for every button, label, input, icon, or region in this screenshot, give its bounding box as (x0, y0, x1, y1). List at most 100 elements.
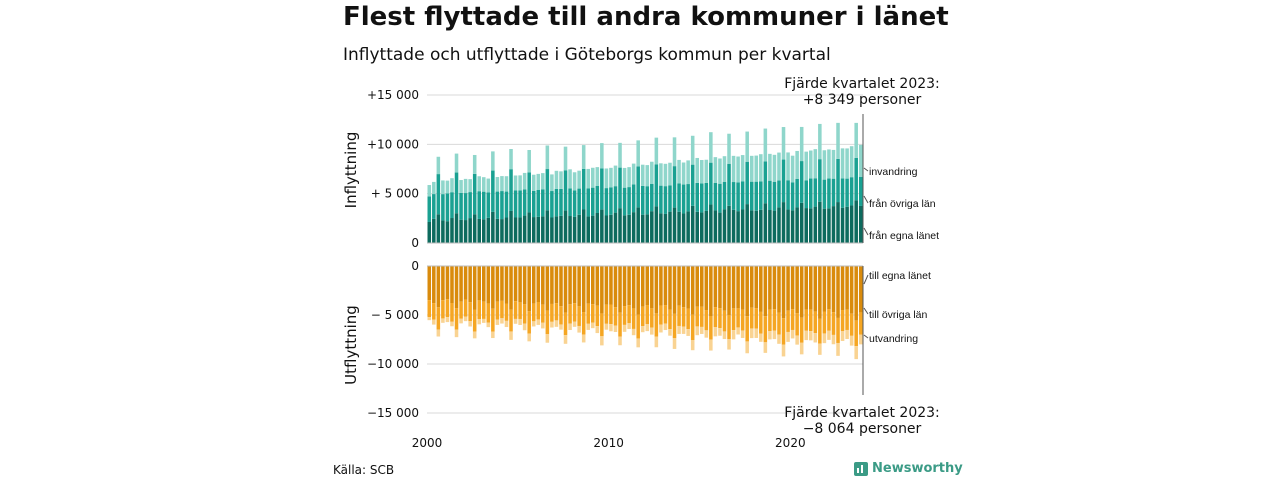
bar-out-segment (541, 266, 545, 305)
bar-in-segment (450, 218, 454, 243)
bar-in-segment (450, 178, 454, 193)
bar-out-segment (622, 324, 627, 332)
bar-out-segment (836, 266, 840, 318)
bar-out-segment (749, 328, 754, 339)
bar-in-segment (509, 149, 513, 170)
axes-layer: 0 + 5 000 +10 000 +15 000 0 − 5 000 −10 000 −15… (367, 88, 869, 450)
bar-in-segment (618, 167, 622, 209)
bar-in-segment (531, 174, 536, 191)
xtick-label: 2020 (775, 436, 806, 450)
bar-out-segment (640, 306, 645, 327)
annotation-in-line2: +8 349 personer (803, 92, 922, 108)
bar-in-segment (858, 205, 863, 243)
series-label-leader (863, 167, 869, 172)
bar-in-segment (809, 208, 813, 243)
bar-out-segment (686, 266, 690, 309)
bar-out-segment (804, 309, 808, 331)
bar-out-segment (577, 306, 581, 326)
bar-out-segment (809, 309, 813, 332)
bar-out-segment (559, 324, 563, 330)
bar-in-segment (563, 146, 568, 171)
bar-in-segment (445, 221, 450, 243)
bar-in-segment (686, 184, 690, 212)
bar-out-segment (618, 266, 622, 313)
bar-in-segment (604, 215, 609, 243)
bar-in-segment (459, 180, 463, 193)
bar-out-segment (827, 309, 831, 331)
bar-in-segment (727, 205, 731, 243)
bar-out-segment (486, 266, 491, 304)
bar-in-segment (531, 190, 536, 218)
bar-out-segment (604, 323, 609, 330)
bar-in-segment (609, 167, 613, 188)
bar-in-segment (722, 181, 727, 210)
bar-in-segment (745, 131, 749, 162)
bar-out-segment (836, 317, 840, 343)
bar-out-segment (772, 309, 777, 331)
bar-out-segment (795, 266, 799, 314)
bar-in-segment (704, 159, 709, 183)
bar-out-segment (731, 266, 736, 309)
bar-in-segment (613, 212, 618, 243)
bar-out-segment (441, 318, 445, 323)
series-label-leader (863, 274, 869, 285)
bar-in-segment (663, 163, 668, 187)
bar-in-segment (436, 174, 441, 215)
bar-in-segment (581, 209, 586, 243)
bar-in-segment (636, 166, 640, 208)
series-label-leader (863, 334, 869, 339)
bar-in-segment (736, 182, 740, 212)
bar-out-segment (445, 266, 450, 300)
bar-out-segment (495, 266, 500, 302)
bar-in-segment (659, 185, 663, 214)
bar-in-segment (518, 217, 522, 243)
bar-out-segment (482, 318, 486, 323)
bar-out-segment (722, 331, 727, 340)
bar-in-segment (640, 185, 645, 215)
bar-in-segment (836, 202, 840, 243)
bar-in-segment (581, 168, 586, 210)
bar-in-segment (768, 180, 772, 211)
bar-out-segment (659, 305, 663, 325)
bar-out-segment (759, 333, 763, 342)
bar-out-segment (822, 266, 827, 312)
bar-out-segment (854, 346, 858, 360)
bar-in-segment (681, 184, 686, 214)
bar-out-segment (586, 323, 590, 330)
bar-in-segment (531, 217, 536, 243)
bar-in-segment (749, 210, 754, 243)
bar-in-segment (727, 163, 731, 206)
bar-out-segment (572, 266, 577, 304)
bar-in-segment (491, 211, 495, 243)
bar-out-segment (609, 266, 613, 305)
label-till-egna-lanet: till egna länet (869, 270, 931, 282)
bar-out-segment (450, 266, 454, 304)
bar-out-segment (718, 266, 722, 309)
bar-in-segment (695, 157, 699, 183)
bar-out-segment (663, 323, 668, 331)
bar-in-segment (749, 181, 754, 211)
bar-in-segment (550, 191, 554, 218)
bar-out-segment (509, 309, 513, 332)
bar-in-segment (468, 179, 472, 193)
bar-out-segment (781, 266, 786, 319)
bar-in-segment (772, 154, 777, 182)
bar-out-segment (622, 306, 627, 325)
bar-in-segment (654, 206, 659, 243)
bar-in-segment (522, 215, 527, 243)
bar-in-segment (645, 165, 650, 187)
bar-out-segment (509, 331, 513, 340)
newsworthy-logo-text: Newsworthy (872, 461, 963, 476)
bar-in-segment (477, 218, 481, 243)
bar-in-segment (722, 209, 727, 243)
bar-out-segment (631, 328, 636, 336)
bar-out-segment (690, 314, 695, 341)
bar-out-segment (518, 266, 522, 303)
bar-in-segment (536, 173, 541, 190)
bar-out-segment (763, 342, 768, 353)
bar-out-segment (690, 266, 695, 315)
bar-in-segment (631, 163, 636, 185)
bar-in-segment (640, 164, 645, 186)
bar-out-segment (563, 335, 568, 344)
bar-in-segment (700, 160, 704, 184)
